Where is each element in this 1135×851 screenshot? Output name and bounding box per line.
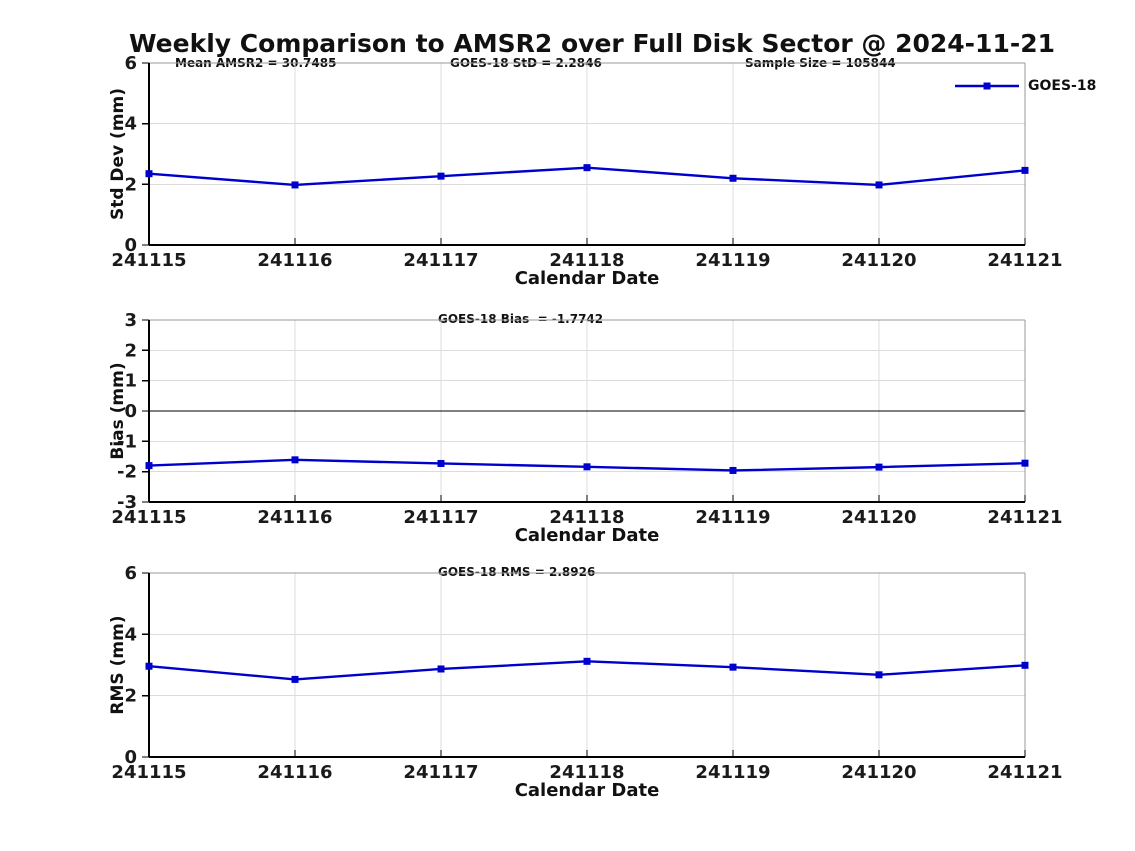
y-tick-label: 4 [124, 114, 137, 135]
data-point-marker [729, 174, 737, 182]
x-tick-label: 241119 [695, 507, 770, 528]
x-tick-label: 241121 [987, 762, 1062, 783]
data-point-marker [1021, 661, 1029, 669]
legend-line-sample [955, 82, 1019, 90]
data-point-marker [291, 675, 299, 683]
data-point-marker [291, 181, 299, 189]
data-point-marker [145, 662, 153, 670]
data-point-marker [583, 164, 591, 172]
chart-title: Weekly Comparison to AMSR2 over Full Dis… [129, 29, 1056, 58]
x-tick-label: 241116 [257, 762, 332, 783]
y-tick-label: 4 [124, 624, 137, 645]
x-axis-label: Calendar Date [514, 780, 660, 801]
y-tick-label: 6 [124, 563, 137, 584]
y-tick-label: 0 [124, 401, 137, 422]
data-point-marker [875, 181, 883, 189]
y-tick-label: -1 [117, 431, 137, 452]
x-tick-label: 241117 [403, 762, 478, 783]
x-tick-label: 241119 [695, 762, 770, 783]
y-tick-label: 1 [124, 371, 137, 392]
legend-marker [983, 82, 991, 90]
data-point-marker [729, 663, 737, 671]
x-tick-label: 241119 [695, 250, 770, 271]
y-tick-label: 0 [124, 235, 137, 256]
data-point-marker [291, 456, 299, 464]
data-point-marker [729, 466, 737, 474]
plot-area-std-dev: 0 2 4 6 241115 241116 241117 241118 241119 241120… [111, 53, 1062, 271]
data-point-marker [437, 459, 445, 467]
data-point-marker [1021, 166, 1029, 174]
x-tick-label: 241120 [841, 762, 916, 783]
data-point-marker [437, 172, 445, 180]
annotation-goes18-bias: GOES-18 Bias = -1.7742 [438, 312, 604, 326]
data-point-marker [1021, 459, 1029, 467]
x-tick-label: 241115 [111, 762, 186, 783]
legend-label: GOES-18 [1028, 78, 1097, 94]
y-tick-label: 0 [124, 747, 137, 768]
x-tick-label: 241117 [403, 507, 478, 528]
x-tick-label: 241120 [841, 250, 916, 271]
data-point-marker [145, 170, 153, 178]
y-tick-label: -2 [117, 462, 137, 483]
x-axis-label: Calendar Date [514, 525, 660, 546]
y-tick-label: 6 [124, 53, 137, 74]
data-point-marker [583, 657, 591, 665]
data-point-marker [875, 671, 883, 679]
plot-area-bias: -3 -2 -1 0 1 2 3 241115 241116 241117 241118 241119… [111, 310, 1062, 528]
x-tick-label: 241121 [987, 250, 1062, 271]
x-tick-label: 241116 [257, 250, 332, 271]
y-tick-label: -3 [117, 492, 137, 513]
x-tick-label: 241117 [403, 250, 478, 271]
data-point-marker [583, 463, 591, 471]
x-tick-label: 241118 [549, 507, 624, 528]
x-tick-label: 241118 [549, 762, 624, 783]
x-tick-label: 241115 [111, 507, 186, 528]
x-tick-label: 241118 [549, 250, 624, 271]
data-point-marker [437, 665, 445, 673]
data-point-marker [875, 463, 883, 471]
y-tick-label: 2 [124, 340, 137, 361]
data-point-marker [145, 462, 153, 470]
y-tick-label: 2 [124, 174, 137, 195]
x-tick-label: 241121 [987, 507, 1062, 528]
y-tick-label: 2 [124, 686, 137, 707]
x-axis-label: Calendar Date [514, 268, 660, 289]
annotation-goes18-rms: GOES-18 RMS = 2.8926 [438, 565, 596, 579]
x-tick-label: 241115 [111, 250, 186, 271]
x-tick-label: 241116 [257, 507, 332, 528]
x-tick-label: 241120 [841, 507, 916, 528]
y-tick-label: 3 [124, 310, 137, 331]
plot-area-rms: 0 2 4 6 241115 241116 241117 241118 241119 241120… [111, 563, 1062, 783]
